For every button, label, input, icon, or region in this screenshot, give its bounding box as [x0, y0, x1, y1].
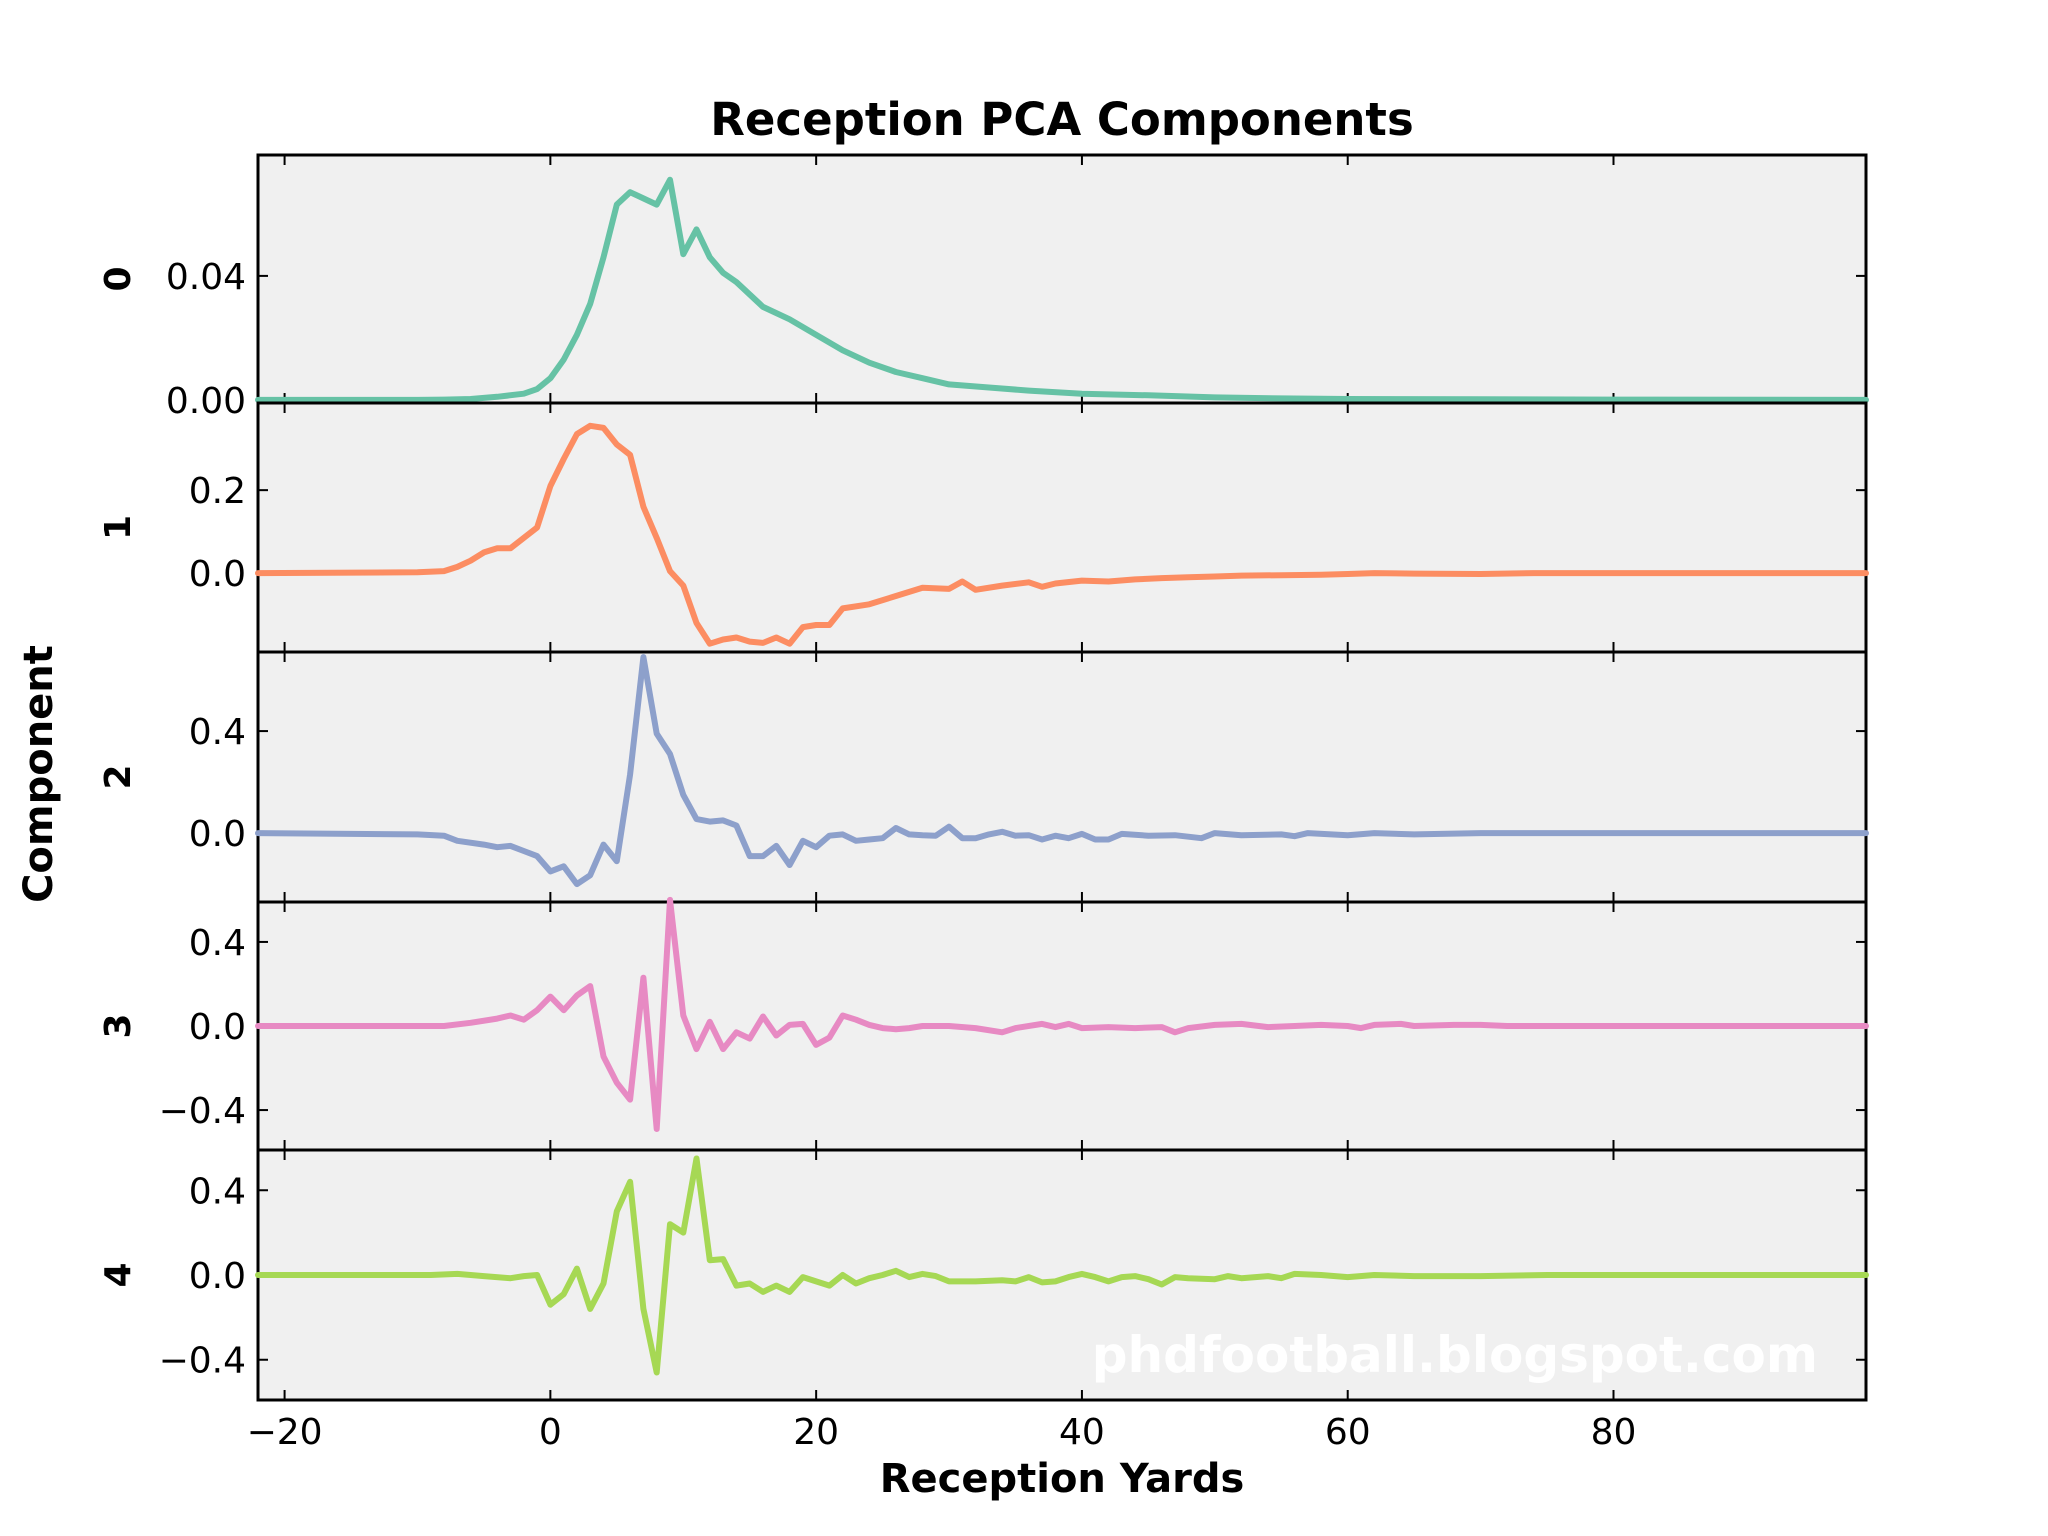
panel-0: 0.00 0.04 0 — [98, 153, 1869, 422]
panel-label-3: 3 — [98, 1013, 139, 1038]
panel-label-0: 0 — [98, 266, 139, 291]
panel-3: −0.4 0.0 0.4 3 — [98, 896, 1869, 1152]
y-tick-label: 0.0 — [189, 814, 246, 855]
panel-label-1: 1 — [98, 515, 139, 540]
y-tick-label: −0.4 — [159, 1341, 246, 1382]
series-line-4 — [255, 1155, 1869, 1376]
panel-4: −0.4 0.0 0.4 4 — [98, 1148, 1869, 1402]
panel-frame-2 — [256, 650, 1868, 904]
x-tick-label: 0 — [539, 1412, 562, 1453]
x-tick-label: 80 — [1591, 1412, 1637, 1453]
series-line-0 — [255, 176, 1869, 403]
x-tick-label: 40 — [1059, 1412, 1105, 1453]
series-line-3 — [255, 896, 1869, 1132]
x-axis: −20 0 20 40 60 80 — [247, 1412, 1637, 1453]
panel-1: 0.0 0.2 1 — [98, 401, 1869, 654]
panels-group: 0.000.0400.00.210.00.42−0.40.00.43−0.40.… — [98, 153, 1869, 1402]
panel-label-4: 4 — [98, 1262, 139, 1287]
y-tick-label: 0.0 — [189, 1007, 246, 1048]
y-tick-label: 0.4 — [189, 923, 246, 964]
y-tick-label: 0.00 — [166, 381, 246, 422]
x-tick-label: 60 — [1325, 1412, 1371, 1453]
series-line-1 — [255, 422, 1869, 647]
y-tick-label: −0.4 — [159, 1091, 246, 1132]
panel-frame-1 — [256, 401, 1868, 654]
y-tick-label: 0.4 — [189, 712, 246, 753]
y-tick-label: 0.0 — [189, 1256, 246, 1297]
panel-2: 0.0 0.4 2 — [98, 650, 1869, 904]
x-tick-label: 20 — [793, 1412, 839, 1453]
y-tick-label: 0.2 — [189, 471, 246, 512]
y-tick-label: 0.4 — [189, 1171, 246, 1212]
series-line-2 — [255, 654, 1869, 888]
x-axis-label: Reception Yards — [880, 1456, 1245, 1502]
y-tick-label: 0.0 — [189, 554, 246, 595]
watermark-text: phdfootball.blogspot.com — [1092, 1326, 1818, 1384]
x-tick-label: −20 — [247, 1412, 323, 1453]
chart-title: Reception PCA Components — [710, 93, 1413, 146]
y-axis-label: Component — [16, 645, 62, 903]
y-tick-label: 0.04 — [166, 257, 246, 298]
panel-label-2: 2 — [98, 764, 139, 789]
panel-frame-0 — [256, 153, 1868, 405]
